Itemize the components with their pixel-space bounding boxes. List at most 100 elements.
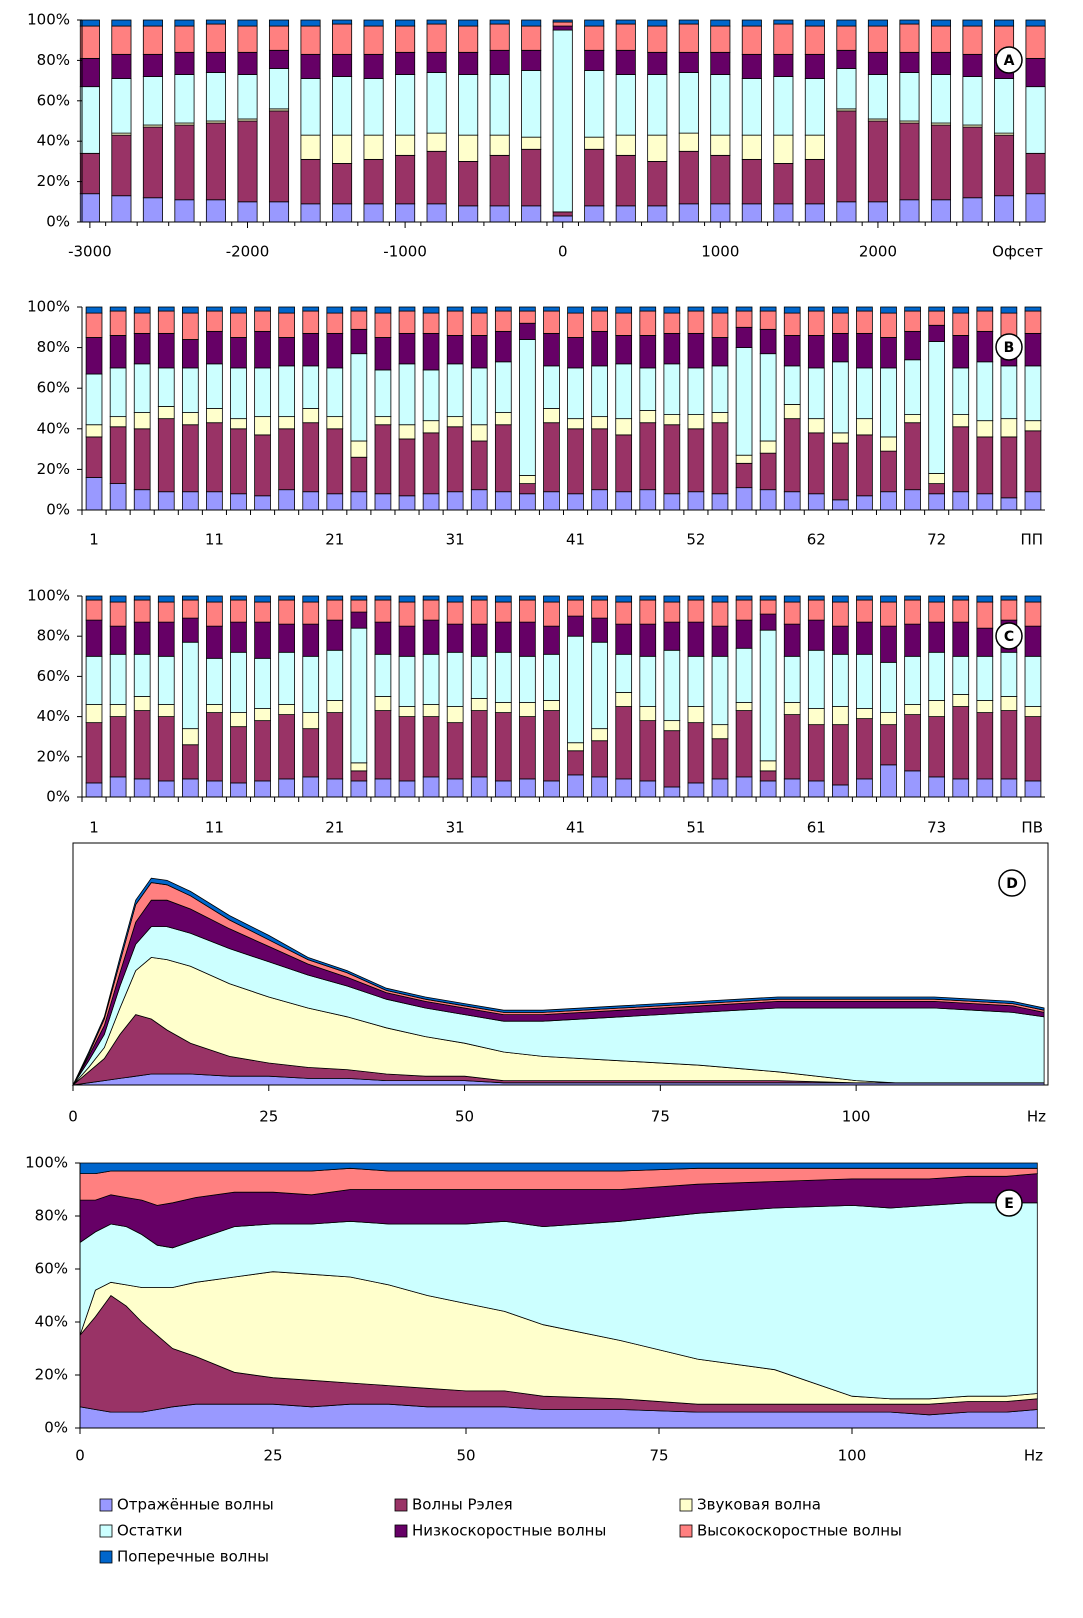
bar-segment [254,495,271,511]
y-tick-label: 0% [44,1419,68,1437]
legend-swatch [679,1524,693,1538]
bar-segment [174,199,195,223]
bar-segment [398,438,416,497]
bar-segment [639,655,657,707]
x-tick-label: 25 [259,1108,278,1126]
bar-segment [976,420,994,438]
y-tick-label: 40% [37,707,70,725]
bar-segment [521,136,542,150]
bar-segment [952,706,970,780]
bar-segment [205,51,226,73]
bar-segment [494,651,512,703]
bar-segment [880,712,897,726]
bar-segment [928,493,946,511]
bar-segment [446,416,464,428]
bar-segment [374,778,392,798]
bar-segment [783,595,801,603]
bar-segment [519,778,536,798]
bar-segment [157,418,175,493]
bar-segment [519,621,536,657]
x-tick-label: 72 [927,531,946,549]
bar-segment [832,312,849,334]
panel-letter: A [1004,53,1015,69]
bar-segment [157,780,175,798]
x-tick-label: 73 [927,819,946,837]
bar-segment [374,369,392,418]
bar-segment [181,778,199,798]
bar-segment [79,152,100,195]
bar-segment [278,489,295,511]
y-tick-label: 100% [27,587,70,605]
bar-segment [976,310,994,332]
bar-segment [350,611,368,629]
bar-segment [832,361,849,434]
bar-segment [687,621,705,657]
x-tick-label: 1 [89,531,99,549]
bar-segment [867,25,888,53]
bar-segment [133,312,151,334]
bar-segment [278,595,295,601]
bar-segment [85,619,103,657]
bar-segment [205,23,226,53]
bar-segment [426,150,447,205]
bar-segment [567,615,584,637]
bar-segment [804,53,825,79]
panel-badge [995,46,1023,74]
bar-segment [206,595,223,603]
bar-segment [254,310,271,332]
bar-segment [880,661,897,713]
bar-segment [1000,365,1018,420]
bar-segment [567,493,584,511]
bar-segment [181,412,199,426]
bar-segment [206,601,223,627]
bar-segment [446,601,464,625]
bar-segment [880,601,897,627]
bar-segment [880,764,897,798]
bar-segment [374,312,392,338]
bar-segment [181,595,199,601]
bar-segment [326,599,344,621]
bar-segment [615,205,636,223]
bar-segment [1025,152,1046,195]
bar-segment [254,367,271,418]
bar-segment [133,489,151,511]
bar-segment [591,740,608,778]
x-tick-label: 31 [446,819,465,837]
bar-segment [647,19,668,27]
bar-segment [521,148,542,207]
bar-segment [567,367,584,420]
bar-segment [856,332,873,369]
bar-segment [519,595,536,601]
bar-segment [759,489,777,511]
legend-swatch [99,1498,113,1512]
bar-segment [363,134,384,160]
x-tick-label: 21 [325,819,344,837]
bar-segment [278,365,295,418]
bar-segment [804,19,825,27]
bar-segment [639,780,657,798]
bar-segment [741,25,762,55]
bar-segment [856,718,873,780]
bar-segment [181,744,199,780]
bar-segment [157,716,175,782]
bar-segment [741,203,762,223]
bar-segment [398,706,416,717]
bar-segment [237,74,258,120]
bar-segment [735,462,753,489]
bar-segment [157,595,175,603]
bar-segment [711,625,729,657]
bar-segment [1000,497,1018,511]
bar-segment [928,700,946,718]
bar-segment [109,625,127,655]
bar-segment [552,19,573,23]
bar-segment [1000,599,1018,621]
bar-segment [395,134,416,156]
bar-segment [711,422,729,495]
bar-segment [268,19,290,27]
bar-segment [952,312,970,336]
bar-segment [458,134,479,162]
bar-segment [458,19,479,27]
bar-segment [1025,193,1046,223]
bar-segment [928,595,946,603]
bar-segment [741,134,762,160]
